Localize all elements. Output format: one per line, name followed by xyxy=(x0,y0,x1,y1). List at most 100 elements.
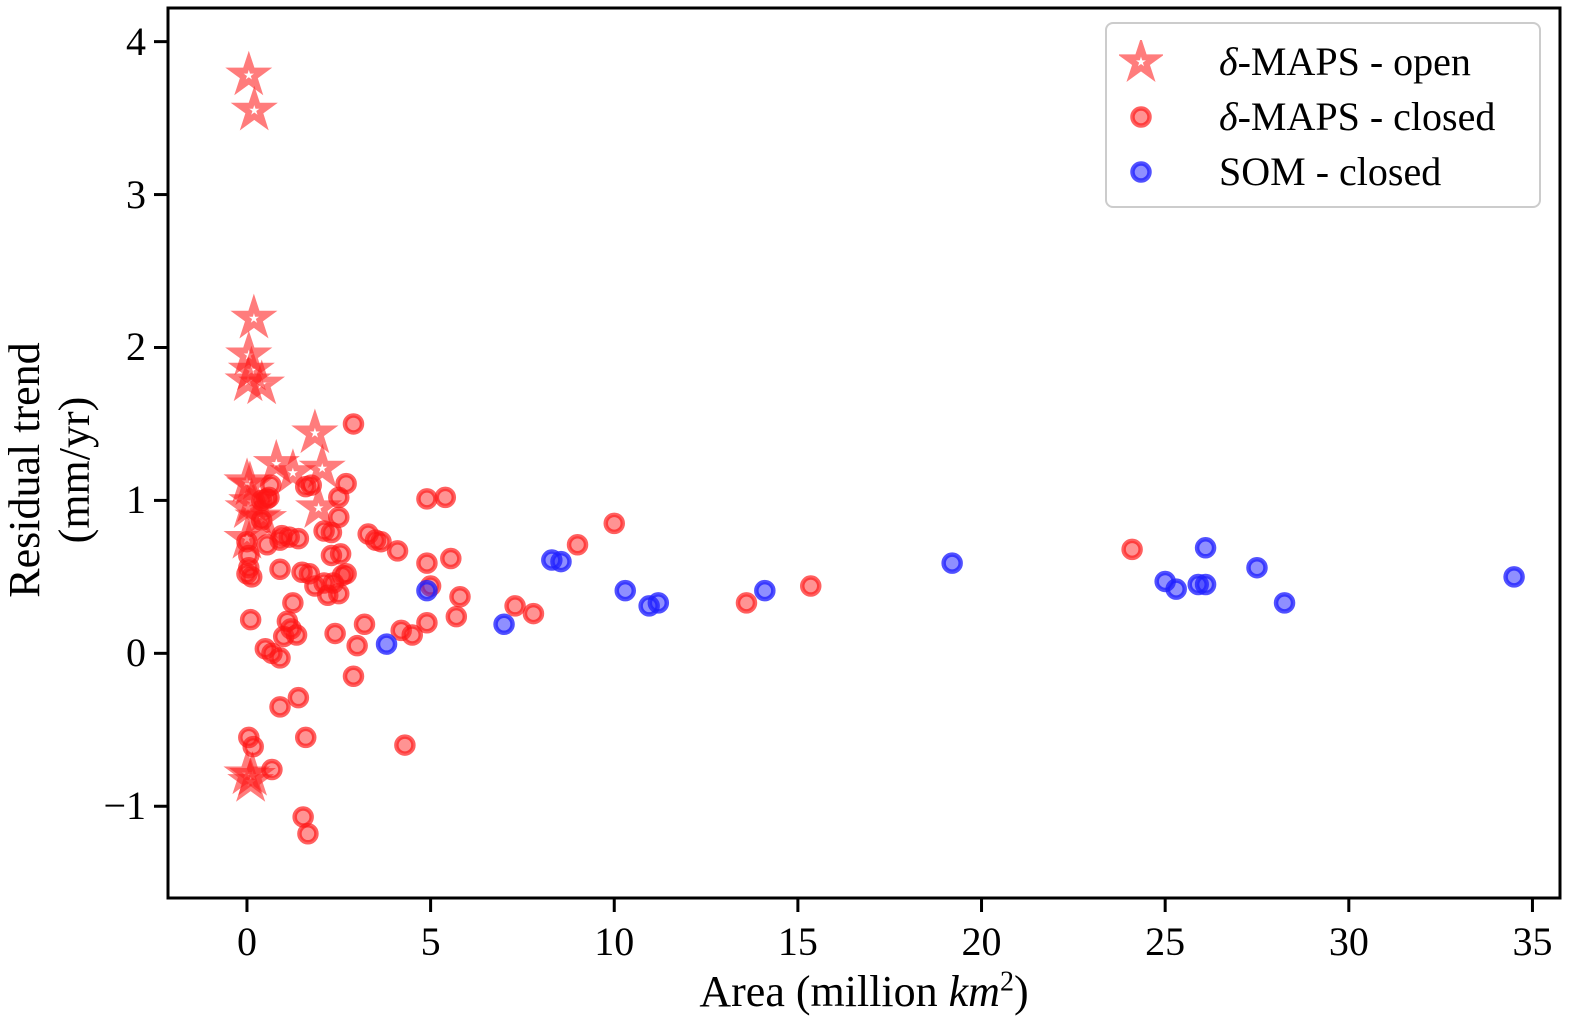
scatter-point-dmaps-closed xyxy=(603,512,625,535)
scatter-point-legend xyxy=(1119,39,1163,82)
series-dmaps-closed xyxy=(236,413,1143,845)
y-tick-label: 4 xyxy=(126,18,146,64)
scatter-point-dmaps-closed xyxy=(287,527,310,550)
scatter-point-som-closed xyxy=(1194,537,1217,559)
legend-item-som-closed: SOM - closed xyxy=(1119,144,1539,199)
x-tick-label: 35 xyxy=(1512,919,1553,964)
scatter-point-dmaps-closed xyxy=(239,608,262,631)
scatter-point-dmaps-open xyxy=(230,85,278,131)
y-tick-label: 0 xyxy=(126,630,146,676)
legend: δ-MAPS - open δ-MAPS - closed SOM - clos… xyxy=(1105,22,1541,208)
scatter-point-dmaps-open xyxy=(239,494,288,539)
scatter-point-dmaps-closed xyxy=(566,534,589,556)
scatter-point-dmaps-open xyxy=(230,293,278,339)
scatter-point-dmaps-open xyxy=(269,448,317,493)
scatter-point-dmaps-closed xyxy=(256,488,278,510)
scatter-point-som-closed xyxy=(1165,578,1187,600)
scatter-point-dmaps-closed xyxy=(342,413,365,435)
scatter-point-dmaps-closed xyxy=(292,806,314,828)
x-tick-label: 20 xyxy=(961,919,1002,964)
scatter-point-dmaps-closed xyxy=(329,543,352,565)
x-axis-label-pre: Area (million xyxy=(699,967,949,1016)
legend-marker-blue-circle-icon xyxy=(1130,160,1152,183)
scatter-point-som-closed xyxy=(1503,566,1525,588)
scatter-point-som-closed xyxy=(1273,592,1296,614)
scatter-point-dmaps-closed xyxy=(449,585,471,608)
scatter-point-dmaps-closed xyxy=(282,592,304,614)
scatter-point-dmaps-open xyxy=(298,443,346,489)
legend-label-text: -MAPS - closed xyxy=(1237,94,1496,139)
scatter-point-dmaps-closed xyxy=(370,530,392,553)
scatter-point-dmaps-closed xyxy=(328,486,350,509)
scatter-point-dmaps-open xyxy=(223,513,271,559)
scatter-point-som-closed xyxy=(1246,556,1268,579)
scatter-point-dmaps-closed xyxy=(440,547,462,570)
scatter-point-dmaps-closed xyxy=(269,647,291,669)
x-tick-label: 30 xyxy=(1328,919,1369,964)
scatter-point-dmaps-closed xyxy=(416,552,438,574)
scatter-point-som-closed xyxy=(647,592,670,614)
legend-marker-star-open-icon xyxy=(1119,39,1163,82)
scatter-point-som-closed xyxy=(754,579,776,602)
scatter-point-dmaps-closed xyxy=(261,758,283,781)
x-tick-label: 0 xyxy=(236,919,257,964)
x-tick-label: 25 xyxy=(1145,919,1186,964)
scatter-point-dmaps-closed xyxy=(287,686,310,709)
y-tick-label: 1 xyxy=(126,477,146,523)
scatter-point-dmaps-closed xyxy=(342,665,365,688)
scatter-point-dmaps-closed xyxy=(434,486,457,509)
scatter-point-dmaps-closed xyxy=(324,622,346,645)
scatter-point-dmaps-closed xyxy=(416,611,438,634)
legend-label-dmaps-closed: δ-MAPS - closed xyxy=(1219,93,1495,140)
plot-frame xyxy=(166,6,1562,900)
scatter-point-dmaps-closed xyxy=(328,582,350,605)
y-axis-label-line1: Residual trend xyxy=(0,342,49,598)
scatter-point-som-closed xyxy=(493,613,515,636)
series-som-closed xyxy=(375,537,1525,655)
scatter-point-som-closed xyxy=(941,552,963,574)
scatter-point-dmaps-closed xyxy=(294,726,317,749)
scatter-point-dmaps-closed xyxy=(416,488,438,510)
y-tick-label: 2 xyxy=(126,324,146,370)
scatter-point-dmaps-closed xyxy=(522,602,545,625)
y-tick-label: −1 xyxy=(103,783,146,829)
x-axis-label-math: km xyxy=(948,967,1000,1016)
scatter-point-dmaps-closed xyxy=(300,474,322,496)
scatter-point-dmaps-closed xyxy=(445,605,468,628)
scatter-point-dmaps-closed xyxy=(250,509,273,532)
scatter-point-dmaps-closed xyxy=(269,696,291,718)
scatter-point-dmaps-closed xyxy=(236,563,258,585)
legend-label-text: SOM - closed xyxy=(1219,149,1442,194)
legend-label-prefix: δ xyxy=(1219,94,1238,139)
y-tick-label: 3 xyxy=(126,171,146,217)
scatter-point-dmaps-closed xyxy=(285,624,308,646)
legend-label-som-closed: SOM - closed xyxy=(1219,148,1441,195)
scatter-point-dmaps-closed xyxy=(394,734,416,756)
scatter-point-dmaps-closed xyxy=(242,735,264,758)
scatter-point-dmaps-closed xyxy=(504,595,526,617)
scatter-point-legend xyxy=(1130,160,1152,183)
scatter-point-dmaps-closed xyxy=(1121,538,1143,561)
scatter-point-dmaps-closed xyxy=(353,613,376,636)
scatter-point-dmaps-closed xyxy=(328,506,350,528)
legend-item-dmaps-closed: δ-MAPS - closed xyxy=(1119,89,1539,144)
x-tick-label: 5 xyxy=(420,919,441,964)
scatter-point-dmaps-closed xyxy=(386,540,409,562)
y-axis-label-line2: (mm/yr) xyxy=(50,396,99,544)
x-tick-label: 15 xyxy=(777,919,818,964)
scatter-point-dmaps-closed xyxy=(269,529,291,551)
scatter-point-som-closed xyxy=(1194,573,1217,596)
scatter-point-som-closed xyxy=(614,579,637,602)
x-axis-label-post: ) xyxy=(1013,967,1029,1016)
scatter-point-dmaps-open xyxy=(291,408,339,454)
scatter-point-som-closed xyxy=(550,550,572,573)
scatter-point-dmaps-closed xyxy=(331,564,354,587)
scatter-point-dmaps-closed xyxy=(735,592,758,614)
scatter-point-dmaps-closed xyxy=(346,634,368,657)
y-axis-label: Residual trend (mm/yr) xyxy=(0,270,104,670)
scatter-point-dmaps-open xyxy=(238,359,286,405)
scatter-point-som-closed xyxy=(416,579,438,602)
legend-item-dmaps-open: δ-MAPS - open xyxy=(1119,34,1539,89)
